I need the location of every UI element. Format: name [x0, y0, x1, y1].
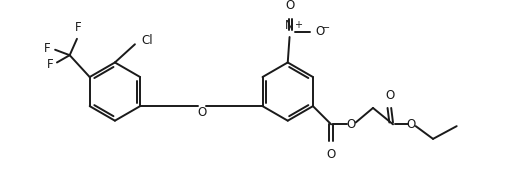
Text: O: O: [285, 0, 294, 12]
Text: O: O: [347, 118, 356, 131]
Text: −: −: [322, 23, 330, 33]
Text: O: O: [197, 106, 206, 119]
Text: +: +: [294, 20, 302, 30]
Text: F: F: [47, 58, 54, 71]
Text: O: O: [326, 148, 336, 161]
Text: O: O: [315, 25, 324, 38]
Text: F: F: [44, 42, 50, 55]
Text: O: O: [386, 89, 395, 102]
Text: N: N: [285, 19, 294, 32]
Text: O: O: [407, 118, 416, 131]
Text: Cl: Cl: [142, 34, 153, 47]
Text: F: F: [75, 21, 81, 34]
